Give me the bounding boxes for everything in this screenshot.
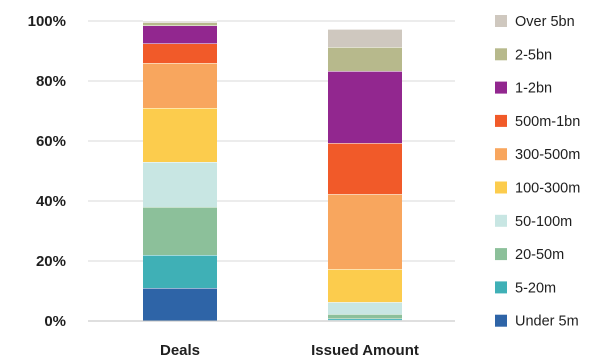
bar-segment-100-300m	[143, 108, 217, 162]
legend-swatch	[495, 114, 507, 127]
bars	[143, 20, 402, 321]
y-tick-label: 20%	[36, 253, 66, 270]
y-tick-label: 40%	[36, 193, 66, 210]
bar-segment-300-500m	[143, 63, 217, 108]
bar-segment-20-50m	[328, 314, 402, 319]
legend-label: 5-20m	[515, 280, 556, 296]
legend-swatch	[495, 48, 507, 61]
legend-label: 50-100m	[515, 214, 572, 230]
y-tick-label: 100%	[28, 13, 66, 30]
bar-segment-500m-1bn	[328, 143, 402, 195]
bar-segment-2-5bn	[143, 22, 217, 26]
legend-label: 1-2bn	[515, 81, 552, 97]
bar-segment-50-100m	[143, 162, 217, 207]
bar-segment-1-2bn	[328, 71, 402, 144]
legend-swatch	[495, 314, 507, 327]
legend-swatch	[495, 81, 507, 94]
legend-label: Over 5bn	[515, 14, 575, 30]
x-axis: Deals Issued Amount	[88, 320, 455, 359]
bar-segment-over-5bn	[143, 21, 217, 23]
bar-segment-20-50m	[143, 207, 217, 255]
legend-swatch	[495, 248, 507, 261]
y-tick-label: 80%	[36, 73, 66, 90]
legend-swatch	[495, 15, 507, 27]
x-category-label: Deals	[160, 342, 200, 359]
bar-segment-1-2bn	[143, 25, 217, 44]
legend-label: 20-50m	[515, 247, 564, 263]
bar-segment-2-5bn	[328, 47, 402, 72]
legend-swatch	[495, 181, 507, 194]
legend-swatch	[495, 281, 507, 294]
legend: Over 5bn 2-5bn 1-2bn 500m-1bn 300-500m 100-30…	[495, 14, 580, 330]
x-category-label: Issued Amount	[311, 342, 419, 359]
bar-segment-50-100m	[328, 302, 402, 315]
y-axis: 0% 20% 40% 60% 80% 100%	[28, 13, 66, 330]
legend-label: 300-500m	[515, 147, 580, 163]
bar-segment-5-20m	[328, 318, 402, 321]
legend-label: 100-300m	[515, 181, 580, 197]
legend-label: 500m-1bn	[515, 114, 580, 130]
bar-segment-over-5bn	[328, 29, 402, 48]
bar-segment-5-20m	[143, 255, 217, 288]
y-tick-label: 60%	[36, 133, 66, 150]
y-tick-label: 0%	[44, 313, 66, 330]
bar-segment-500m-1bn	[143, 43, 217, 63]
bar-segment-under-5m	[143, 288, 217, 321]
bar-segment-100-300m	[328, 269, 402, 303]
bar-segment-300-500m	[328, 194, 402, 270]
legend-swatch	[495, 214, 507, 227]
legend-swatch	[495, 148, 507, 161]
legend-label: Under 5m	[515, 314, 579, 330]
legend-label: 2-5bn	[515, 47, 552, 63]
